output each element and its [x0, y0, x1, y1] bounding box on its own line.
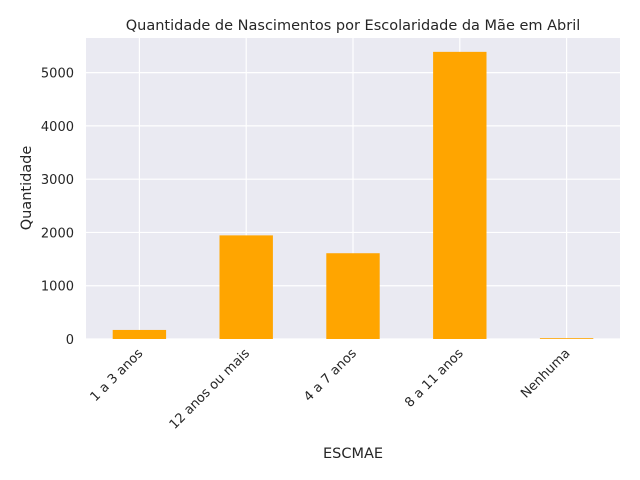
bar [112, 329, 167, 339]
x-tick-label: Nenhuma [518, 346, 573, 401]
x-tick-label: 1 a 3 anos [88, 346, 147, 405]
y-tick-label: 1000 [41, 280, 74, 295]
y-tick-label: 5000 [41, 67, 74, 82]
x-axis-ticks: 1 a 3 anos 12 anos ou mais 4 a 7 anos 8 a 1… [88, 346, 574, 432]
bars [112, 51, 594, 340]
bar [433, 51, 487, 340]
y-tick-label: 2000 [41, 226, 74, 241]
bar [539, 338, 594, 339]
bar [219, 235, 273, 339]
y-tick-label: 3000 [41, 173, 74, 188]
bar [326, 253, 380, 339]
y-tick-label: 4000 [41, 120, 74, 135]
x-tick-label: 12 anos ou mais [167, 346, 253, 432]
x-tick-label: 8 a 11 anos [402, 346, 467, 411]
y-axis-label: Quantidade [19, 146, 35, 231]
x-axis-label: ESCMAE [323, 446, 383, 462]
chart-title: Quantidade de Nascimentos por Escolarida… [126, 18, 581, 34]
x-tick-label: 4 a 7 anos [301, 346, 360, 405]
y-tick-label: 0 [66, 333, 74, 348]
y-axis-ticks: 0 1000 2000 3000 4000 5000 [41, 67, 74, 348]
